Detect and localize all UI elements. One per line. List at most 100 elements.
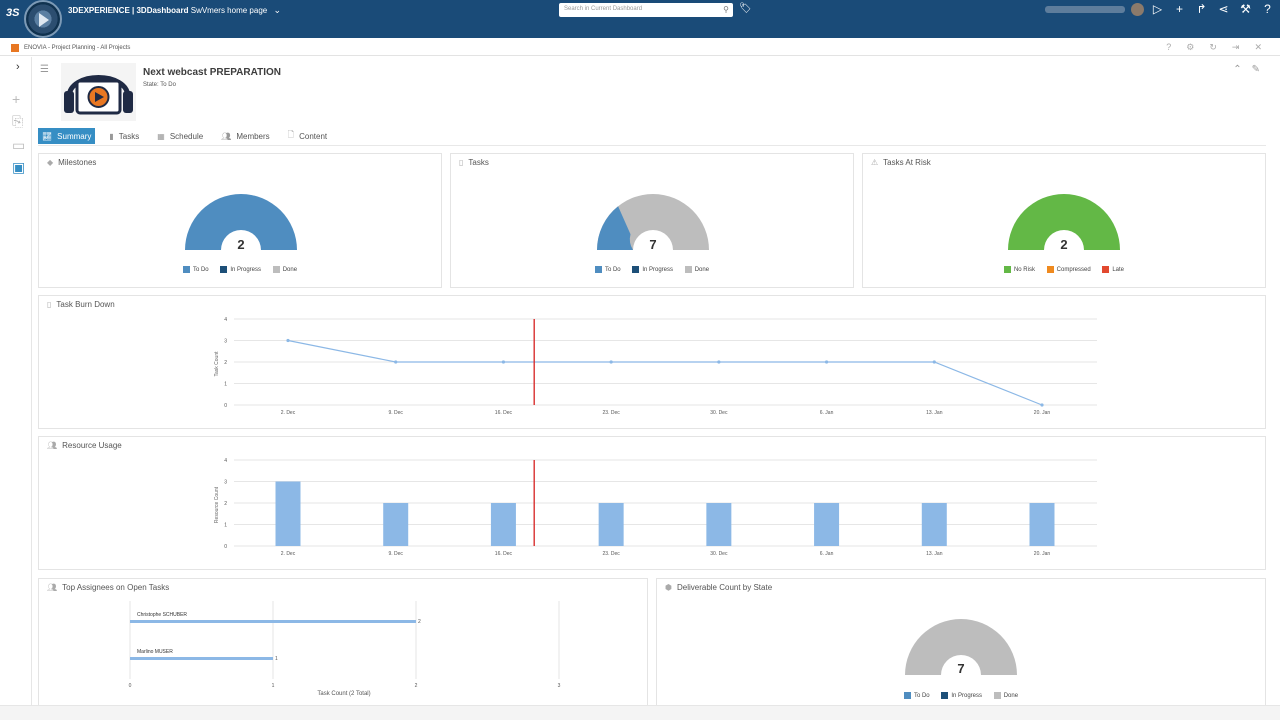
folder-icon[interactable]: ▭ <box>12 137 26 153</box>
document-icon: 🗋︎ <box>287 130 295 139</box>
tag-icon[interactable]: 🏷︎ <box>739 3 752 14</box>
compass-icon[interactable] <box>24 0 62 38</box>
network-icon[interactable]: ⋖ <box>1218 2 1229 16</box>
tab-summary[interactable]: 📈︎ Summary <box>38 128 96 144</box>
people-icon: 👥︎ <box>47 441 58 450</box>
plus-icon[interactable]: + <box>1175 2 1183 16</box>
share-icon[interactable]: ↱ <box>1196 2 1207 16</box>
app-title: ENOVIA - Project Planning - All Projects <box>24 45 131 51</box>
tab-members[interactable]: 👥︎ Members <box>217 128 274 144</box>
x-tick-label: 20. Jan <box>1034 551 1051 557</box>
project-state: State: To Do <box>143 82 176 88</box>
legend-inprogress: In Progress <box>632 266 673 273</box>
data-point <box>501 360 506 364</box>
legend-done: Done <box>684 266 709 273</box>
tab-label: Summary <box>57 131 92 141</box>
top-assignees-chart: Task Count (2 Total) 0 1 2 3 Christophe SCHU… <box>129 601 561 697</box>
brand-dashboard-name: SwVmers home page <box>190 6 268 15</box>
gauge-count: 2 <box>1060 237 1067 252</box>
assignee-name: Marlino MUSER <box>137 649 173 655</box>
card-title: Tasks <box>468 158 489 167</box>
burn-down-series-line <box>287 339 1043 406</box>
trash-icon: ▮ <box>109 131 114 141</box>
diamond-icon: ◆ <box>47 158 54 167</box>
y-tick-label: 4 <box>224 458 227 464</box>
top-assignees-card: 👥︎ Top Assignees on Open Tasks Task Count… <box>38 578 648 708</box>
tasks-at-risk-card: ⚠ Tasks At Risk 2 No Risk Compressed Late <box>862 153 1266 288</box>
gauge-count: 7 <box>957 661 964 676</box>
collapse-up-icon[interactable]: ⌃ <box>1233 64 1242 75</box>
play-icon[interactable]: ▷ <box>1152 2 1163 16</box>
add-icon[interactable]: + <box>12 91 21 107</box>
y-tick-label: 2 <box>224 501 227 507</box>
card-title: Top Assignees on Open Tasks <box>62 583 170 592</box>
tasks-legend: To Do In Progress Done <box>451 266 853 275</box>
x-tick-label: 16. Dec <box>495 410 513 416</box>
tools-icon[interactable]: ⚒ <box>1240 2 1251 16</box>
resource-bar <box>490 503 516 546</box>
legend-todo: To Do <box>594 266 621 273</box>
app-bar: ENOVIA - Project Planning - All Projects… <box>0 41 1280 56</box>
y-tick-label: 1 <box>224 382 227 388</box>
status-bar <box>0 705 1280 720</box>
tab-schedule[interactable]: ▦ Schedule <box>153 128 207 144</box>
risk-legend: No Risk Compressed Late <box>863 266 1265 275</box>
search-placeholder: Search in Current Dashboard <box>564 6 643 12</box>
x-tick-label: 2. Dec <box>281 410 296 416</box>
close-icon[interactable]: ✕ <box>1254 42 1262 52</box>
menu-icon[interactable]: ☰ <box>40 64 49 75</box>
help-icon[interactable]: ? <box>1264 2 1271 16</box>
y-tick-label: 4 <box>224 317 227 323</box>
data-point <box>394 360 398 364</box>
gauge-todo-arc <box>597 206 633 250</box>
people-icon: 👥︎ <box>47 583 58 592</box>
legend-todo: To Do <box>903 692 930 699</box>
search-icon[interactable]: ⚲ <box>723 5 729 14</box>
package-icon: ⬢ <box>665 583 672 592</box>
help-icon[interactable]: ? <box>1166 42 1172 52</box>
signout-icon[interactable]: ⇥ <box>1231 42 1240 52</box>
search-input[interactable]: Search in Current Dashboard ⚲ <box>559 3 733 17</box>
warning-icon: ⚠ <box>871 158 879 167</box>
trash-icon: ▯ <box>459 158 464 167</box>
x-tick-label: 20. Jan <box>1034 410 1051 416</box>
expand-chevron-icon[interactable]: › <box>16 61 20 73</box>
x-tick-label: 9. Dec <box>388 410 403 416</box>
risk-gauge: 2 <box>1008 194 1120 252</box>
x-tick-label: 13. Jan <box>926 410 943 416</box>
tab-tasks[interactable]: ▮ Tasks <box>105 128 143 144</box>
resource-bar <box>1029 503 1055 546</box>
tasks-card: ▯ Tasks 7 To Do In Progress Done <box>450 153 854 288</box>
y-axis-label: Resource Count <box>214 486 220 523</box>
tab-divider <box>38 145 1266 146</box>
resource-usage-chart: Resource Count 0 1 2 3 4 2. Dec 9. Dec 16. Dec 2… <box>214 458 1097 557</box>
gauge-todo-arc <box>185 194 297 250</box>
avatar[interactable] <box>1131 3 1144 16</box>
x-tick-label: 6. Jan <box>820 551 834 557</box>
gear-icon[interactable]: ⚙ <box>1186 42 1195 52</box>
resource-bar <box>275 481 301 546</box>
y-axis-label: Task Count <box>214 351 220 377</box>
y-tick-label: 1 <box>224 523 227 529</box>
x-tick-label: 30. Dec <box>710 551 728 557</box>
tab-label: Schedule <box>169 131 204 141</box>
project-list-icon[interactable]: ▣ <box>12 159 26 175</box>
import-icon[interactable]: ⎘ <box>12 113 24 129</box>
ds-logo-icon[interactable]: 3S <box>6 3 28 21</box>
resource-usage-card: 👥︎ Resource Usage Resource Count 0 1 2 3 4 2. … <box>38 436 1266 570</box>
tab-content[interactable]: 🗋︎ Content <box>284 128 331 144</box>
user-name[interactable] <box>1045 6 1125 13</box>
resource-bar <box>921 503 947 546</box>
legend-todo: To Do <box>182 266 209 273</box>
edit-pencil-icon[interactable]: ✎ <box>1251 64 1260 75</box>
svg-text:3S: 3S <box>6 7 20 19</box>
y-tick-label: 3 <box>224 480 227 486</box>
legend-norisk: No Risk <box>1003 266 1035 273</box>
brand-title[interactable]: 3DEXPERIENCE | 3DDashboard SwVmers home … <box>68 5 281 16</box>
deliverables-gauge: 7 <box>905 619 1017 676</box>
tab-label: Members <box>236 131 270 141</box>
x-tick-label: 13. Jan <box>926 551 943 557</box>
task-burn-down-card: ▯ Task Burn Down Task Count 0 1 2 3 4 2. Dec 9.… <box>38 295 1266 429</box>
refresh-icon[interactable]: ↻ <box>1209 42 1217 52</box>
milestones-legend: To Do In Progress Done <box>39 266 441 275</box>
